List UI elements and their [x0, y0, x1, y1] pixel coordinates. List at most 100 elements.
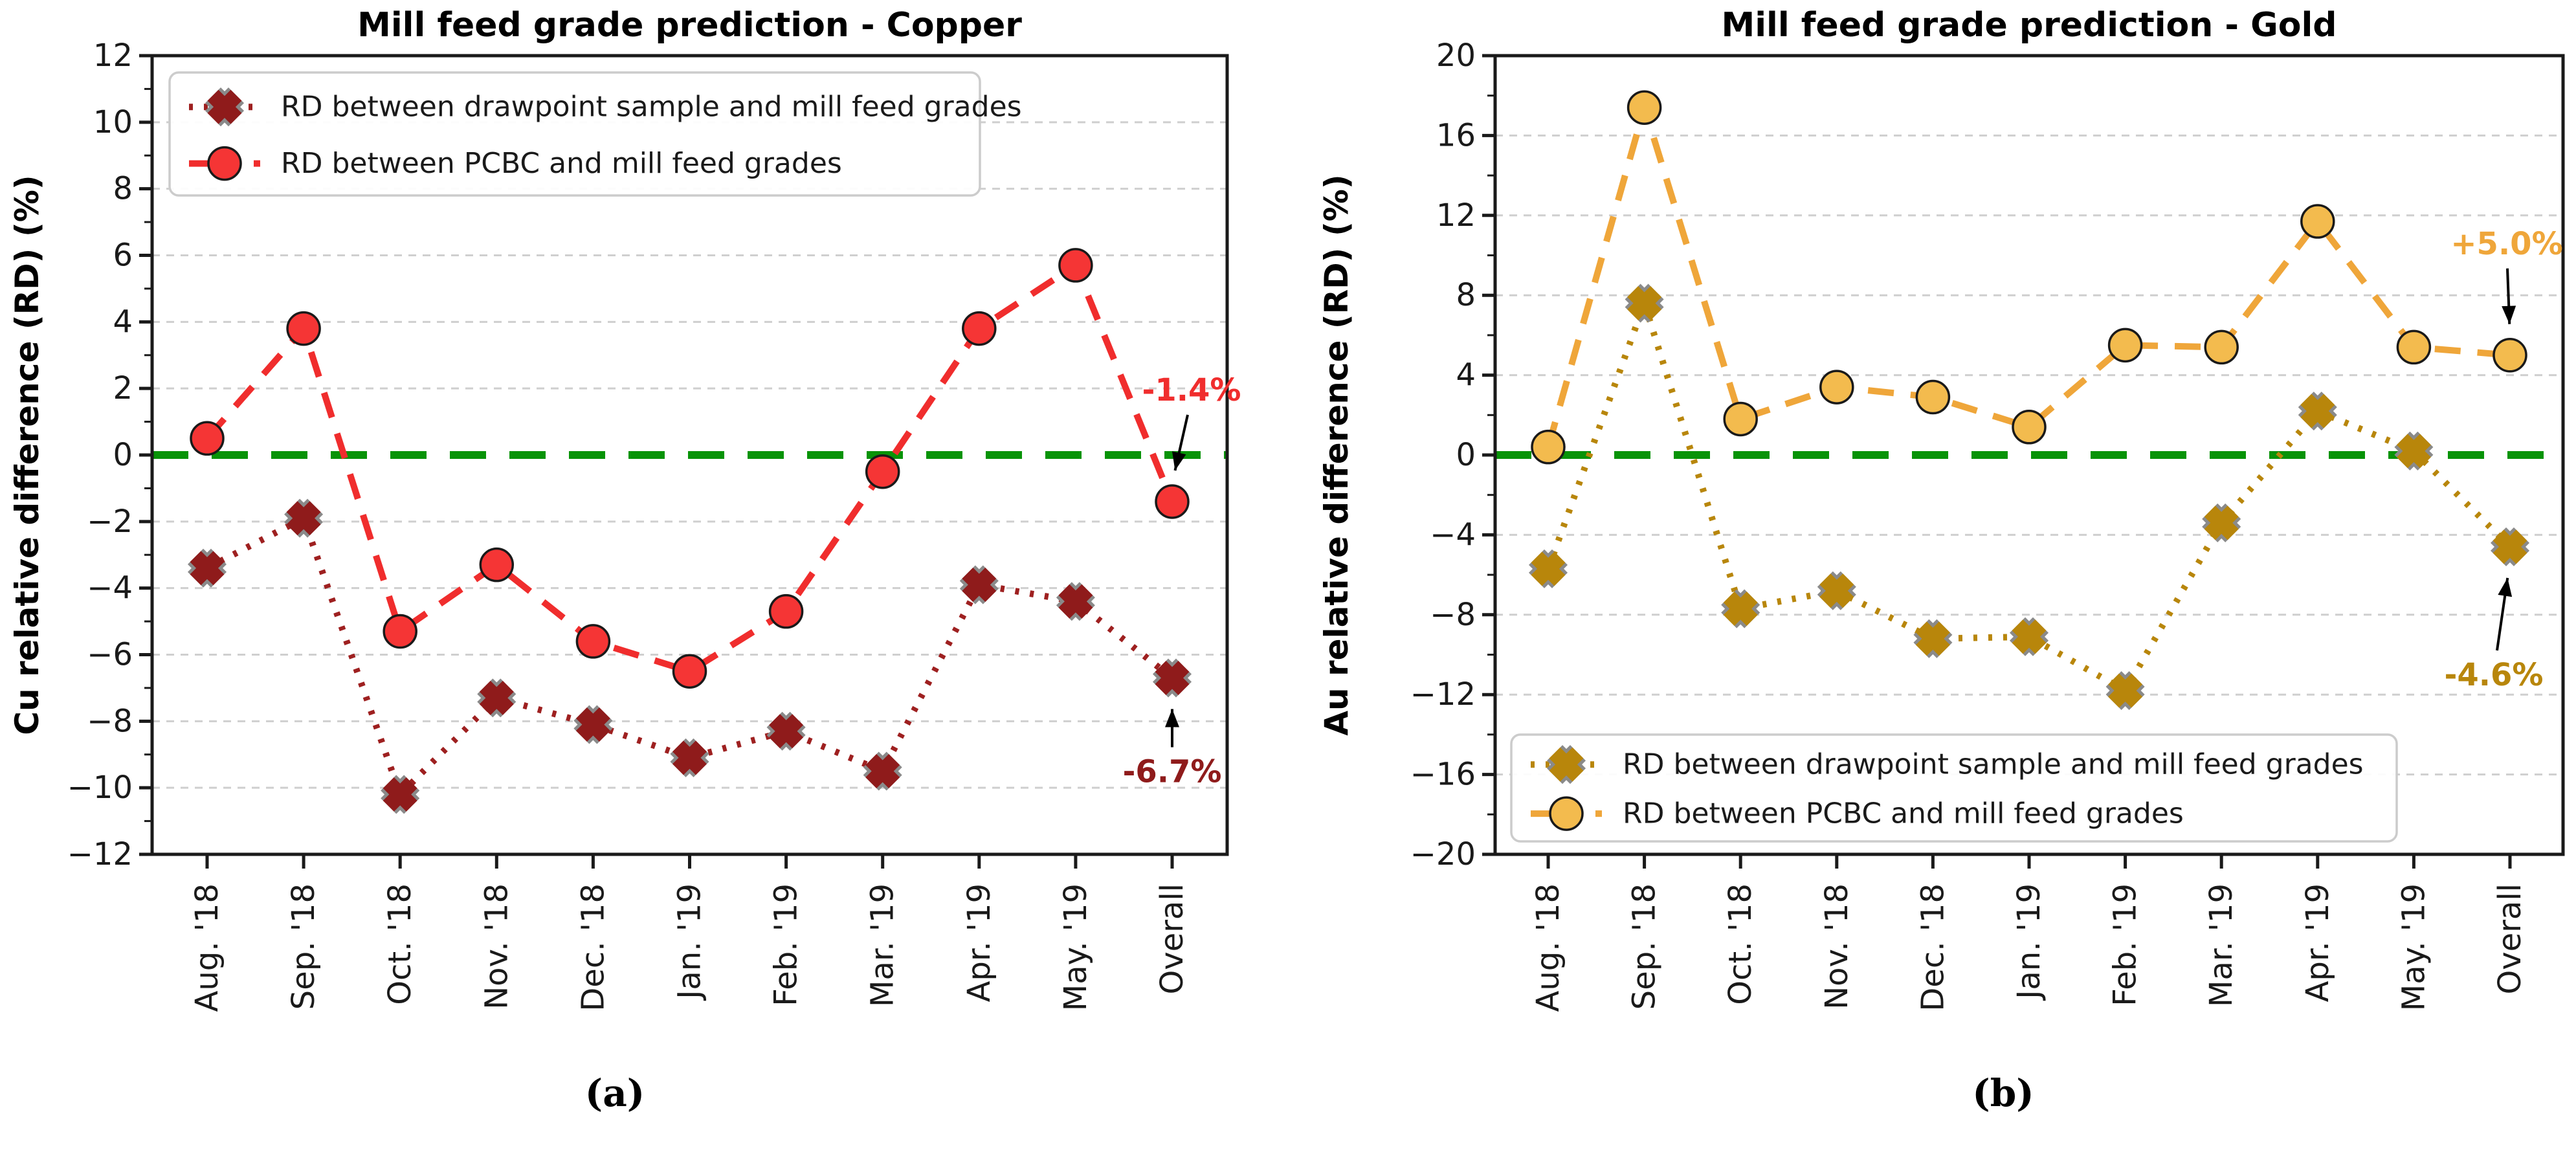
- copper-chart-svg: −12 −10 −8 −6 −4 −2 0 2 4 6 8 10 12 Aug. '18 Sep. '18 O…: [8, 6, 1241, 1012]
- y-tick-label: 6: [113, 238, 133, 274]
- circle-marker: [207, 146, 242, 181]
- x-tick-label: Sep. '18: [285, 883, 322, 1010]
- x-marker: [1058, 584, 1093, 619]
- circle-marker: [1723, 401, 1758, 437]
- y-tick-label: 8: [113, 171, 133, 207]
- annotation-arrowhead: [2502, 305, 2516, 324]
- x-marker: [1915, 621, 1950, 656]
- y-tick-label: 0: [113, 437, 133, 473]
- x-marker: [1627, 286, 1662, 321]
- x-tick-label: Jan. '19: [2011, 883, 2047, 1001]
- circle-marker: [1549, 796, 1584, 831]
- annotation-label: -1.4%: [1142, 372, 1241, 408]
- x-tick-label: Apr. '19: [961, 883, 997, 1002]
- circle-marker: [1058, 248, 1093, 283]
- x-tick-label: Overall: [2492, 883, 2528, 995]
- legend-label: RD between drawpoint sample and mill fee…: [281, 91, 1022, 124]
- circle-marker: [1819, 370, 1854, 405]
- y-tick-label: 2: [113, 370, 133, 406]
- x-tick-label: Feb. '19: [768, 883, 805, 1006]
- circle-marker: [190, 421, 225, 456]
- y-tick-label: 16: [1436, 117, 1476, 153]
- x-marker: [2108, 673, 2143, 708]
- x-tick-label: Apr. '19: [2300, 883, 2336, 1002]
- circle-marker: [575, 624, 611, 659]
- x-tick-label: Dec. '18: [575, 883, 611, 1012]
- y-tick-label: −4: [1430, 516, 1476, 553]
- caption-b: (b): [1972, 1071, 2034, 1115]
- x-marker: [479, 680, 514, 715]
- circle-marker: [962, 311, 997, 346]
- x-marker: [865, 753, 900, 788]
- x-marker: [2012, 619, 2047, 654]
- y-tick-label: 4: [1456, 357, 1476, 394]
- circle-marker: [479, 547, 515, 582]
- annotation-label: -4.6%: [2444, 657, 2543, 693]
- x-tick-label: Nov. '18: [478, 883, 515, 1010]
- y-tick-label: 12: [93, 38, 133, 74]
- x-marker: [672, 740, 707, 775]
- x-marker: [190, 551, 225, 586]
- annotation-arrowhead: [1165, 709, 1179, 727]
- gold-chart-panel: −20 −16 −12 −8 −4 0 4 8 12 16 20 Aug. '18 Sep. '18 Oc…: [1288, 0, 2576, 1165]
- y-tick-label: −2: [87, 504, 133, 540]
- x-marker: [769, 714, 804, 749]
- x-marker: [1723, 592, 1758, 627]
- x-tick-label: Oct. '18: [382, 883, 418, 1005]
- x-tick-label: Dec. '18: [1915, 883, 1951, 1012]
- circle-marker: [768, 594, 804, 629]
- annotation-arrowhead: [2498, 577, 2513, 597]
- x-marker: [2493, 529, 2527, 564]
- x-marker: [383, 777, 417, 812]
- x-tick-label: Mar. '19: [865, 883, 901, 1007]
- legend-label: RD between PCBC and mill feed grades: [281, 147, 842, 180]
- circle-marker: [1915, 379, 1951, 415]
- y-axis-label: Cu relative difference (RD) (%): [8, 175, 46, 735]
- chart-title: Mill feed grade prediction - Gold: [1721, 6, 2337, 45]
- gold-chart-svg: −20 −16 −12 −8 −4 0 4 8 12 16 20 Aug. '18 Sep. '18 Oc…: [1318, 6, 2565, 1012]
- y-tick-label: −12: [1410, 676, 1476, 713]
- circle-marker: [2493, 338, 2527, 373]
- circle-marker: [2107, 327, 2143, 363]
- copper-chart-panel: −12 −10 −8 −6 −4 −2 0 2 4 6 8 10 12 Aug. '18 Sep. '18 O…: [8, 6, 1241, 1012]
- circle-marker: [2204, 329, 2239, 365]
- series-line-1: [1545, 96, 2511, 449]
- circle-marker: [2396, 329, 2432, 365]
- x-marker: [1155, 661, 1190, 695]
- x-marker: [2300, 394, 2335, 428]
- x-marker: [1531, 551, 1566, 586]
- annotation-arrowhead: [1171, 451, 1186, 471]
- y-tick-label: 12: [1436, 197, 1476, 234]
- circle-marker: [865, 454, 900, 489]
- x-marker: [1819, 573, 1854, 608]
- y-tick-label: 8: [1456, 277, 1476, 313]
- x-tick-label: Aug. '18: [189, 883, 225, 1012]
- x-marker: [962, 568, 997, 603]
- legend-label: RD between drawpoint sample and mill fee…: [1623, 748, 2364, 781]
- circle-marker: [383, 614, 417, 649]
- circle-marker: [286, 311, 321, 346]
- circle-marker: [1627, 90, 1662, 125]
- chart-title: Mill feed grade prediction - Copper: [357, 6, 1022, 45]
- caption-a: (a): [584, 1071, 645, 1115]
- circle-marker: [2012, 410, 2047, 445]
- x-marker: [575, 707, 610, 742]
- legend-box: [1510, 733, 2398, 843]
- y-tick-label: 4: [113, 304, 133, 340]
- y-tick-label: −4: [87, 570, 133, 606]
- series-line-1: [205, 260, 1175, 675]
- y-axis-label: Au relative difference (RD) (%): [1318, 174, 1355, 735]
- y-tick-label: 10: [93, 104, 133, 140]
- y-tick-label: −8: [1430, 597, 1476, 633]
- y-tick-label: −12: [67, 836, 133, 872]
- y-tick-label: −16: [1410, 757, 1476, 793]
- x-marker: [2396, 434, 2431, 469]
- legend-box: [168, 71, 981, 197]
- x-marker: [1549, 747, 1584, 782]
- circle-marker: [2300, 204, 2335, 239]
- y-tick-label: 0: [1456, 437, 1476, 473]
- x-tick-label: Sep. '18: [1627, 883, 1663, 1010]
- x-tick-label: Jan. '19: [672, 883, 708, 1001]
- x-tick-label: Overall: [1154, 883, 1190, 995]
- x-tick-label: Nov. '18: [1819, 883, 1855, 1010]
